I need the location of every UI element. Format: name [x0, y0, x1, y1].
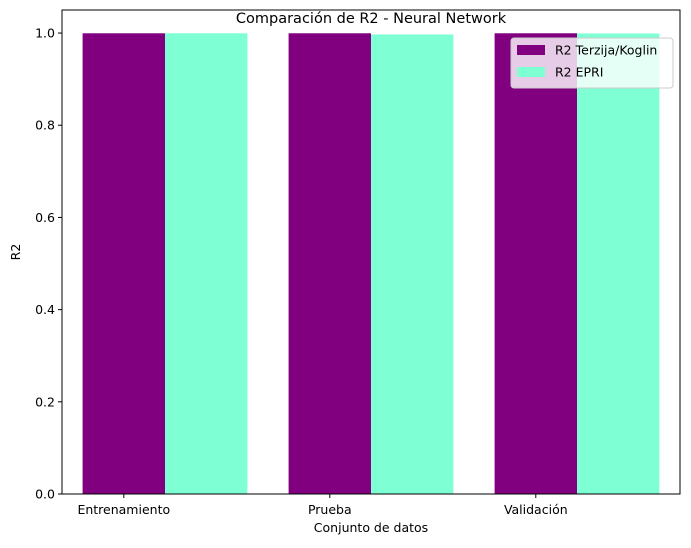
x-tick-label: Validación [504, 502, 568, 517]
y-tick-label: 0.4 [35, 302, 55, 317]
y-axis-label: R2 [8, 244, 23, 261]
bar-epri-2 [577, 33, 660, 494]
x-tick-label: Prueba [308, 502, 352, 517]
y-tick-label: 0.2 [35, 394, 55, 409]
x-tick-label: Entrenamiento [77, 502, 170, 517]
chart-title: Comparación de R2 - Neural Network [236, 11, 507, 27]
legend: R2 Terzija/Koglin R2 EPRI [510, 37, 674, 89]
y-tick-label: 0.8 [35, 118, 55, 133]
bars-group [82, 33, 660, 494]
x-axis-label: Conjunto de datos [314, 520, 428, 535]
bar-terzija-koglin-2 [494, 33, 577, 494]
y-axis: 0.0 0.2 0.4 0.6 0.8 1.0 [35, 26, 62, 502]
plot-frame [61, 9, 681, 495]
legend-swatch [517, 45, 545, 55]
legend-label: R2 Terzija/Koglin [555, 43, 657, 58]
legend-frame [510, 37, 674, 89]
y-tick-label: 0.0 [35, 487, 55, 502]
y-tick-label: 1.0 [35, 26, 55, 41]
bar-terzija-koglin-0 [82, 33, 165, 494]
bar-epri-1 [371, 34, 454, 494]
legend-label: R2 EPRI [555, 65, 603, 80]
y-tick-label: 0.6 [35, 210, 55, 225]
x-axis: Entrenamiento Prueba Validación [77, 494, 568, 517]
bar-terzija-koglin-1 [288, 33, 371, 494]
legend-swatch [517, 67, 545, 77]
bar-epri-0 [165, 33, 248, 494]
